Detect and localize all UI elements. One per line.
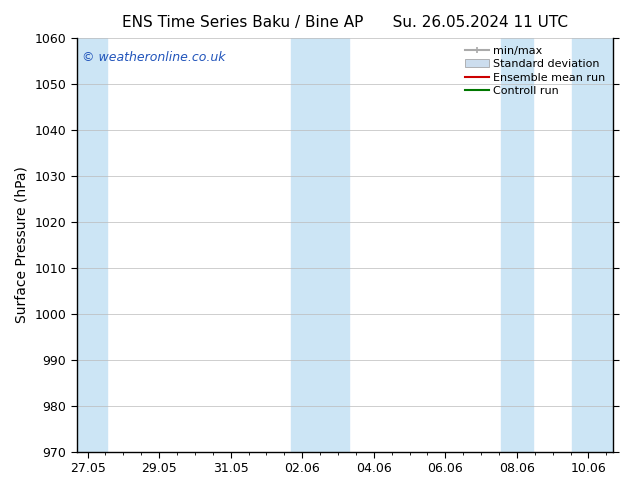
Bar	[501, 38, 533, 452]
Legend: min/max, Standard deviation, Ensemble mean run, Controll run: min/max, Standard deviation, Ensemble me…	[462, 44, 608, 98]
Title: ENS Time Series Baku / Bine AP      Su. 26.05.2024 11 UTC: ENS Time Series Baku / Bine AP Su. 26.05…	[122, 15, 568, 30]
Y-axis label: Surface Pressure (hPa): Surface Pressure (hPa)	[15, 167, 29, 323]
Bar	[292, 38, 349, 452]
Bar	[77, 38, 107, 452]
Text: © weatheronline.co.uk: © weatheronline.co.uk	[82, 50, 226, 64]
Bar	[573, 38, 614, 452]
